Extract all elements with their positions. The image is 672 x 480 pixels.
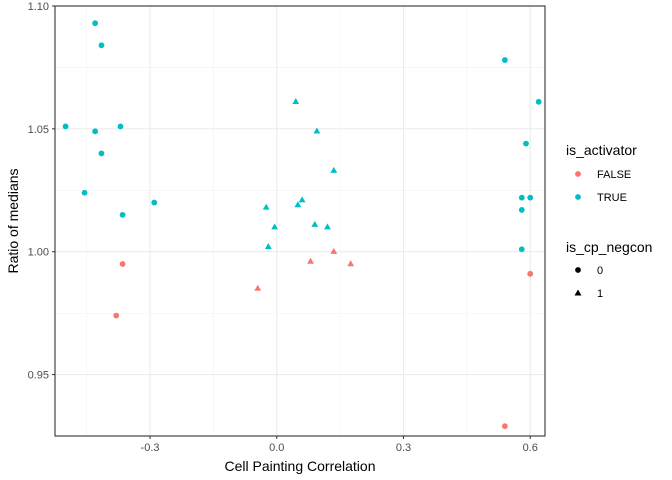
data-point-circle (92, 128, 99, 135)
data-point-triangle (294, 201, 302, 208)
y-tick-label: 0.95 (28, 370, 49, 382)
data-point-triangle (262, 203, 270, 210)
data-point-circle (117, 123, 124, 130)
data-point-triangle (307, 257, 314, 264)
y-axis-title: Ratio of medians (5, 168, 21, 273)
data-point-circle (113, 312, 120, 319)
x-tick-label: -0.3 (141, 442, 160, 454)
data-points (62, 20, 542, 430)
legend-color-label-false: FALSE (597, 169, 631, 181)
x-tick-label: 0.6 (523, 442, 538, 454)
data-point-triangle (254, 284, 262, 291)
data-point-circle (518, 207, 525, 213)
data-point-circle (81, 189, 88, 196)
y-tick-label: 1.05 (28, 124, 49, 136)
data-point-triangle (264, 243, 272, 249)
legend-color: is_activator FALSE TRUE (566, 142, 637, 204)
legend-shape: is_cp_negcon 0 1 (566, 239, 652, 300)
plot-panel-border (54, 5, 546, 437)
legend-color-key-true (575, 194, 581, 200)
data-point-circle (535, 98, 542, 105)
data-point-triangle (330, 166, 338, 173)
legend-shape-label-1: 1 (597, 288, 603, 300)
y-tick-label: 1.00 (28, 247, 49, 259)
legend-shape-key-triangle (574, 289, 582, 296)
data-point-circle (518, 246, 525, 253)
x-axis-title: Cell Painting Correlation (225, 458, 376, 474)
data-point-circle (119, 261, 126, 267)
data-point-triangle (313, 127, 321, 134)
data-point-circle (501, 57, 508, 63)
data-point-circle (98, 150, 105, 157)
data-point-circle (527, 270, 534, 277)
data-point-circle (92, 20, 99, 27)
data-point-triangle (298, 196, 306, 203)
y-axis-ticks: 0.95 1.00 1.05 1.10 (28, 1, 55, 382)
data-point-circle (98, 42, 105, 49)
legend-shape-title: is_cp_negcon (566, 239, 652, 255)
data-point-circle (62, 123, 69, 130)
data-point-circle (523, 140, 529, 147)
x-tick-label: 0.0 (269, 442, 284, 454)
data-point-circle (518, 194, 525, 201)
data-point-triangle (292, 98, 300, 105)
data-point-circle (119, 211, 126, 218)
data-point-triangle (330, 247, 338, 254)
x-tick-label: 0.3 (396, 442, 411, 454)
data-point-triangle (311, 220, 319, 227)
legend-color-key-false (575, 171, 581, 177)
data-point-circle (151, 199, 158, 206)
grid-minor (55, 6, 545, 436)
data-point-triangle (347, 260, 355, 267)
data-point-circle (501, 423, 508, 430)
legend-shape-label-0: 0 (597, 265, 603, 277)
data-point-triangle (271, 223, 279, 230)
y-tick-label: 1.10 (28, 1, 49, 13)
data-point-triangle (324, 223, 331, 230)
legend-shape-key-circle (575, 267, 581, 273)
data-point-circle (527, 194, 534, 201)
x-axis-ticks: -0.3 0.0 0.3 0.6 (141, 436, 538, 454)
legend-color-title: is_activator (566, 142, 637, 158)
legend-color-label-true: TRUE (597, 192, 627, 204)
